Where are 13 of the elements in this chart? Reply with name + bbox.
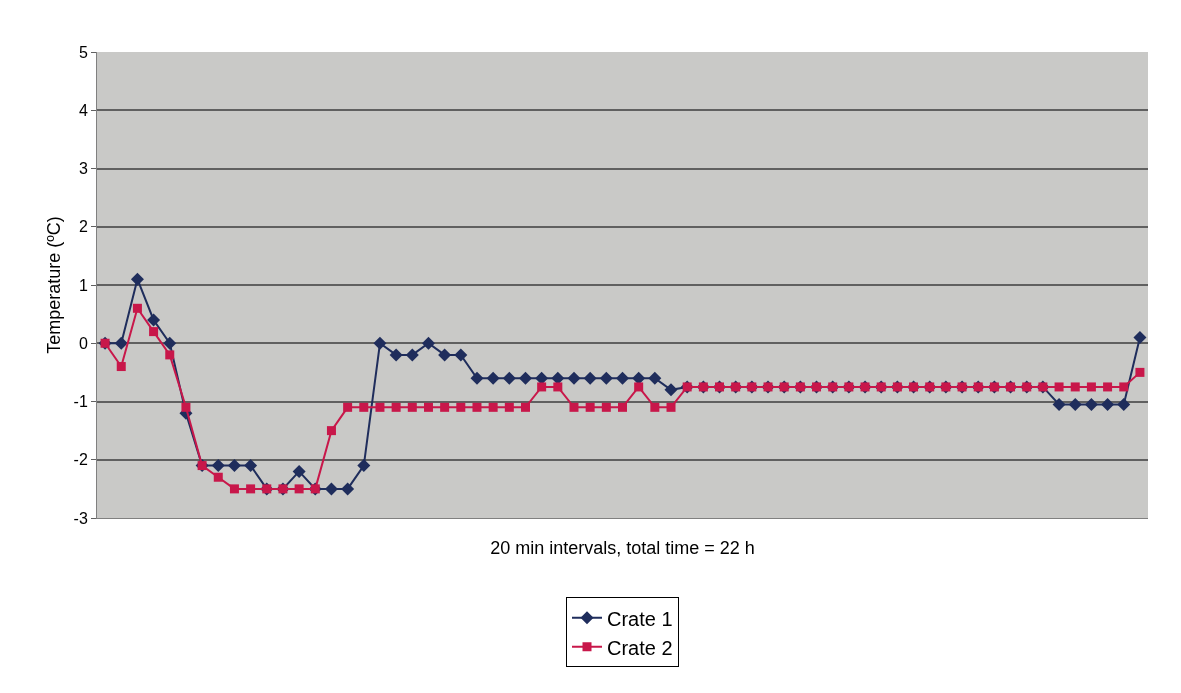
legend-label: Crate 2	[607, 636, 673, 659]
y-tick-label: -3	[73, 509, 88, 527]
y-tick-label: 1	[78, 276, 88, 294]
y-tick-label: -2	[73, 451, 88, 469]
y-tick-label: 4	[78, 101, 88, 119]
y-axis-title: Temperature (ºC)	[43, 216, 64, 354]
y-tick-label: -1	[73, 393, 88, 411]
y-tick-label: 2	[78, 218, 88, 236]
x-axis-title: 20 min intervals, total time = 22 h	[490, 538, 755, 559]
y-tick-label: 5	[78, 43, 88, 61]
y-tick-label: 0	[78, 334, 88, 352]
y-tick-label: 3	[78, 160, 88, 178]
legend-label: Crate 1	[607, 607, 673, 630]
